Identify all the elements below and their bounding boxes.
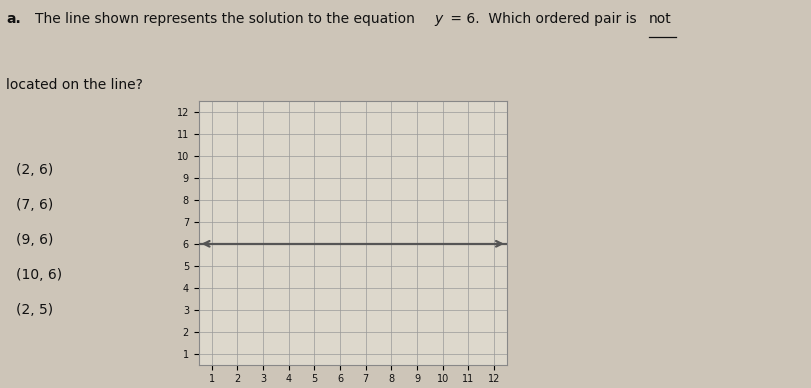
Text: (9, 6): (9, 6) [16,233,54,247]
Text: not: not [649,12,672,26]
Text: y: y [435,12,443,26]
Text: (7, 6): (7, 6) [16,198,54,212]
Text: (10, 6): (10, 6) [16,268,62,282]
Text: a.: a. [6,12,21,26]
Text: = 6.  Which ordered pair is: = 6. Which ordered pair is [446,12,641,26]
Text: located on the line?: located on the line? [6,78,144,92]
Text: (2, 6): (2, 6) [16,163,54,177]
Text: The line shown represents the solution to the equation: The line shown represents the solution t… [35,12,419,26]
Text: (2, 5): (2, 5) [16,303,54,317]
